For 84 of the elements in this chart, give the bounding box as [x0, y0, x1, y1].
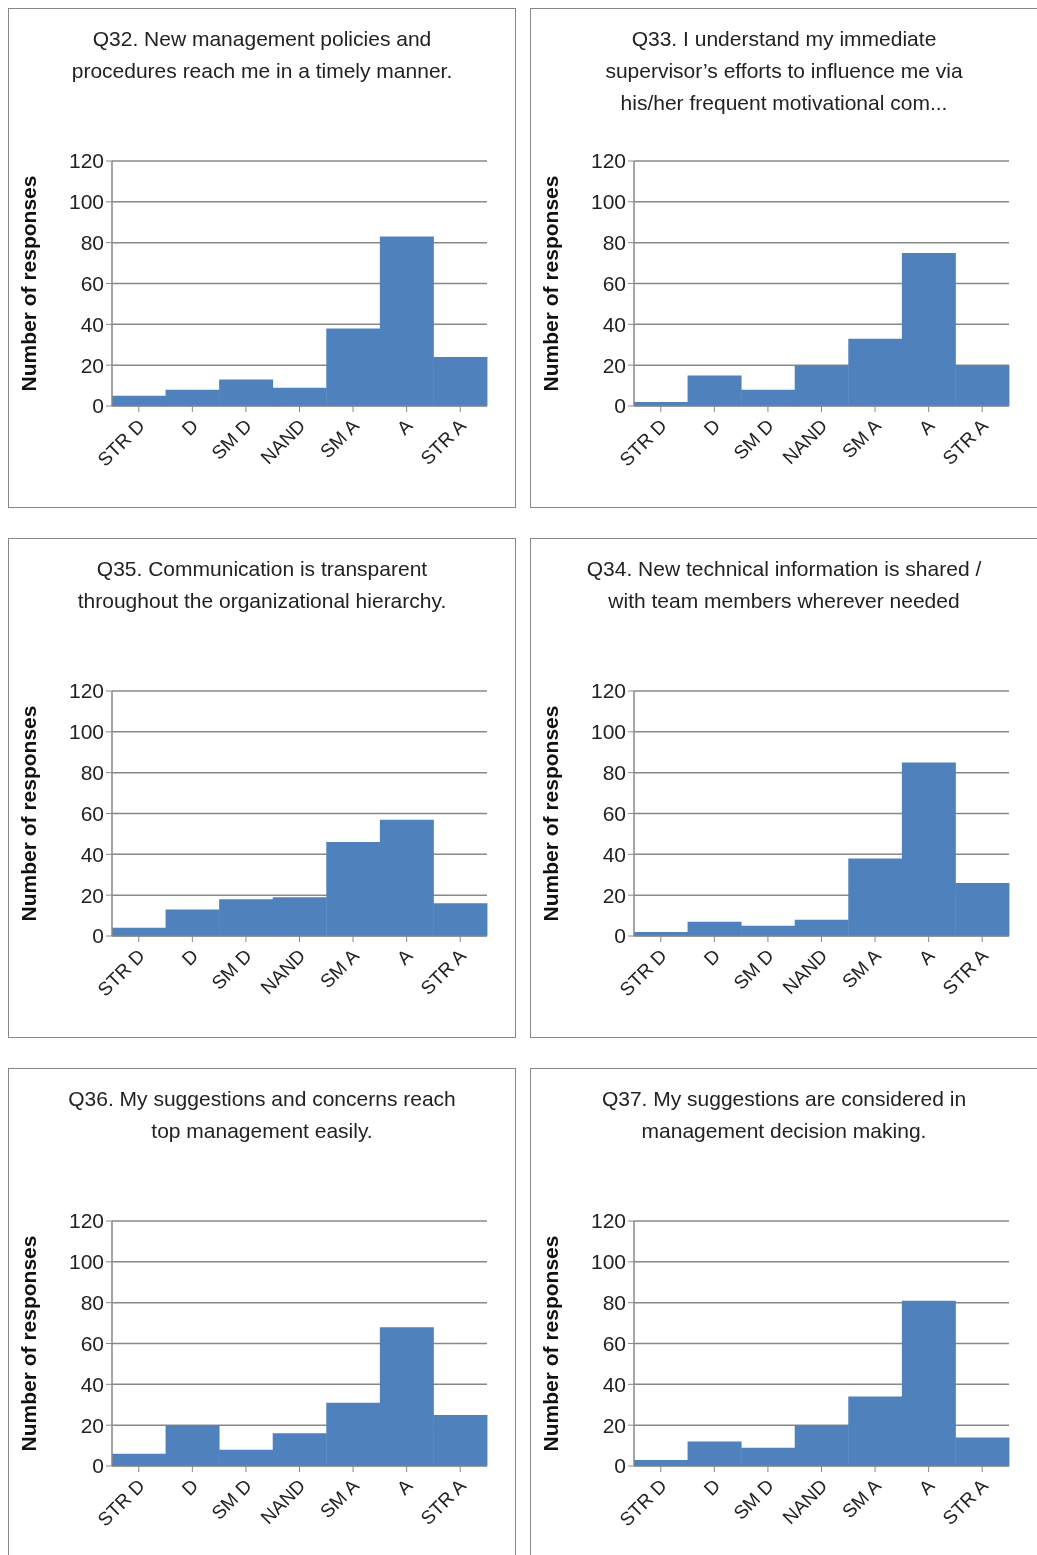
x-tick-label: A	[392, 1474, 417, 1499]
y-tick-label: 0	[614, 1454, 626, 1478]
x-tick-label: D	[699, 1475, 725, 1500]
x-tick-label: STR A	[416, 1474, 471, 1529]
y-axis-title: Number of responses	[539, 705, 563, 922]
x-tick-label: A	[914, 1474, 939, 1499]
x-tick-label: A	[914, 414, 939, 439]
chart-title: Q35. Communication is transparent throughout the organizational hierarchy.	[77, 557, 447, 612]
x-tick-label: D	[699, 945, 725, 970]
y-tick-label: 0	[92, 1454, 104, 1478]
y-tick-label: 0	[92, 394, 104, 418]
y-tick-label: 0	[614, 394, 626, 418]
x-tick-label: A	[914, 944, 939, 969]
y-tick-label: 20	[602, 883, 626, 907]
y-tick-label: 100	[590, 190, 626, 214]
y-tick-label: 60	[602, 801, 626, 825]
chart-title: Q36. My suggestions and concerns reach top management easily.	[68, 1087, 456, 1142]
y-tick-label: 100	[68, 720, 104, 744]
x-tick-label: SM A	[316, 414, 364, 463]
x-tick-label: A	[392, 414, 417, 439]
y-tick-label: 100	[68, 1250, 104, 1274]
y-tick-label: 100	[68, 190, 104, 214]
y-tick-label: 80	[602, 231, 626, 255]
y-tick-label: 40	[602, 312, 626, 336]
x-tick-label: D	[177, 415, 203, 440]
y-tick-label: 0	[614, 924, 626, 948]
x-tick-label: STR A	[416, 414, 471, 469]
chart-title: Q33. I understand my immediate supervisor’s efforts to influence me via his/her frequent motivational com...	[605, 27, 963, 114]
x-tick-label: D	[177, 1475, 203, 1500]
y-axis-title: Number of responses	[17, 175, 41, 392]
x-tick-label: SM A	[316, 944, 364, 993]
y-tick-label: 80	[80, 761, 104, 785]
x-tick-label: D	[699, 415, 725, 440]
y-tick-label: 120	[68, 1209, 104, 1233]
y-tick-label: 20	[602, 353, 626, 377]
x-tick-label: SM D	[207, 415, 256, 464]
y-tick-label: 60	[602, 1331, 626, 1355]
x-tick-label: SM D	[207, 1475, 256, 1524]
y-tick-label: 0	[92, 924, 104, 948]
y-tick-label: 80	[602, 761, 626, 785]
x-tick-label: SM A	[838, 944, 886, 993]
y-tick-label: 80	[602, 1291, 626, 1315]
y-tick-label: 20	[80, 353, 104, 377]
x-tick-label: A	[392, 944, 417, 969]
y-axis-title: Number of responses	[17, 1235, 41, 1452]
y-axis-title: Number of responses	[539, 1235, 563, 1452]
x-tick-label: SM D	[729, 415, 778, 464]
y-tick-label: 120	[590, 1209, 626, 1233]
y-tick-label: 60	[80, 801, 104, 825]
chart-title: Q34. New technical information is shared / with team members wherever needed	[586, 557, 982, 612]
y-tick-label: 40	[80, 1372, 104, 1396]
y-tick-label: 120	[68, 149, 104, 173]
y-tick-label: 80	[80, 1291, 104, 1315]
y-tick-label: 40	[602, 1372, 626, 1396]
y-axis-title: Number of responses	[17, 705, 41, 922]
x-tick-label: D	[177, 945, 203, 970]
y-tick-label: 20	[602, 1413, 626, 1437]
y-tick-label: 120	[590, 149, 626, 173]
y-tick-label: 40	[80, 312, 104, 336]
y-tick-label: 40	[80, 842, 104, 866]
chart-title: Q32. New management policies and procedures reach me in a timely manner.	[71, 27, 453, 82]
x-tick-label: STR A	[416, 944, 471, 999]
x-tick-label: SM D	[729, 945, 778, 994]
y-tick-label: 40	[602, 842, 626, 866]
y-tick-label: 120	[590, 679, 626, 703]
y-tick-label: 60	[602, 271, 626, 295]
y-tick-label: 120	[68, 679, 104, 703]
y-tick-label: 60	[80, 1331, 104, 1355]
chart-title: Q37. My suggestions are considered in management decision making.	[601, 1087, 967, 1142]
x-tick-label: SM D	[207, 945, 256, 994]
x-tick-label: SM A	[316, 1474, 364, 1523]
x-tick-label: STR A	[938, 414, 993, 469]
x-tick-label: SM A	[838, 1474, 886, 1523]
y-axis-title: Number of responses	[539, 175, 563, 392]
x-tick-label: SM D	[729, 1475, 778, 1524]
y-tick-label: 100	[590, 720, 626, 744]
y-tick-label: 60	[80, 271, 104, 295]
y-tick-label: 20	[80, 883, 104, 907]
x-tick-label: SM A	[838, 414, 886, 463]
y-tick-label: 20	[80, 1413, 104, 1437]
y-tick-label: 100	[590, 1250, 626, 1274]
y-tick-label: 80	[80, 231, 104, 255]
x-tick-label: STR A	[938, 1474, 993, 1529]
x-tick-label: STR A	[938, 944, 993, 999]
